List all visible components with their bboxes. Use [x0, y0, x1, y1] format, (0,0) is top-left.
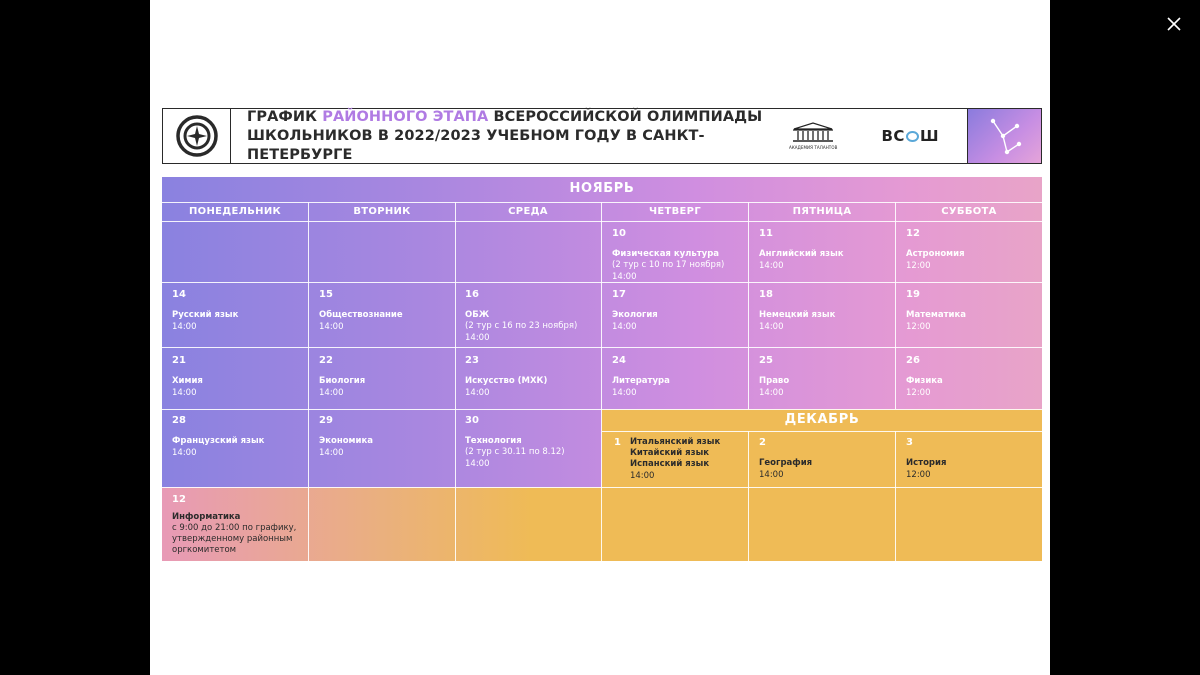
compass-logo-icon	[175, 115, 218, 157]
vsosh-logo: ВС Ш	[881, 127, 938, 145]
day-cell: 28 Французский язык 14:00	[172, 415, 265, 458]
vsosh-left: ВС	[881, 127, 905, 145]
day-cell: 15 Обществознание 14:00	[319, 289, 403, 332]
day-cell: 16 ОБЖ (2 тур с 16 по 23 ноября) 14:00	[465, 289, 578, 343]
day-cell: 25 Право 14:00	[759, 355, 790, 398]
day-cell: 19 Математика 12:00	[906, 289, 966, 332]
page-title: ГРАФИК РАЙОННОГО ЭТАПА ВСЕРОССИЙСКОЙ ОЛИ…	[231, 109, 767, 163]
close-icon	[1167, 17, 1181, 31]
weekday-monday: ПОНЕДЕЛЬНИК	[189, 206, 281, 217]
weekday-wednesday: СРЕДА	[508, 206, 548, 217]
day-cell: 12 Информатика с 9:00 до 21:00 по график…	[172, 494, 297, 555]
day-cell: 3 История 12:00	[906, 437, 947, 480]
close-button[interactable]	[1162, 12, 1186, 36]
day-cell: 30 Технология (2 тур с 30.11 по 8.12) 14…	[465, 415, 565, 469]
day-cell: 18 Немецкий язык 14:00	[759, 289, 836, 332]
day-cell: 11 Английский язык 14:00	[759, 228, 844, 271]
weekday-friday: ПЯТНИЦА	[792, 206, 852, 217]
day-cell: 2 География 14:00	[759, 437, 813, 480]
day-cell: 14 Русский язык 14:00	[172, 289, 239, 332]
constellation-icon	[990, 118, 1021, 155]
academy-building-icon	[793, 122, 834, 142]
partner-logos: АКАДЕМИЯ ТАЛАНТОВ ВС Ш	[767, 109, 967, 163]
slide: ГРАФИК РАЙОННОГО ЭТАПА ВСЕРОССИЙСКОЙ ОЛИ…	[150, 0, 1050, 675]
day-cell: 24 Литература 14:00	[612, 355, 670, 398]
academy-logo: АКАДЕМИЯ ТАЛАНТОВ	[789, 122, 837, 150]
december-title: ДЕКАБРЬ	[784, 412, 860, 427]
day-cell: 29 Экономика 14:00	[319, 415, 373, 458]
constellation-graphic	[967, 109, 1041, 163]
ring-icon	[905, 130, 919, 142]
day-cell: 17 Экология 14:00	[612, 289, 658, 332]
schedule-calendar: НОЯБРЬ ПОНЕДЕЛЬНИК ВТОРНИК СРЕДА ЧЕТВЕРГ…	[162, 177, 1042, 561]
academy-label: АКАДЕМИЯ ТАЛАНТОВ	[789, 145, 838, 150]
vsosh-right: Ш	[919, 127, 939, 145]
header-banner: ГРАФИК РАЙОННОГО ЭТАПА ВСЕРОССИЙСКОЙ ОЛИ…	[162, 108, 1042, 164]
day-cell: 26 Физика 12:00	[906, 355, 943, 398]
title-line2: ШКОЛЬНИКОВ В 2022/2023 УЧЕБНОМ ГОДУ В СА…	[247, 127, 705, 163]
title-line1-a: ГРАФИК	[247, 108, 323, 125]
day-cell: 1 Итальянский язык Китайский язык Испанс…	[614, 437, 721, 481]
day-cell: 12 Астрономия 12:00	[906, 228, 965, 271]
day-cell: 21 Химия 14:00	[172, 355, 203, 398]
weekday-saturday: СУББОТА	[941, 206, 997, 217]
weekday-thursday: ЧЕТВЕРГ	[649, 206, 701, 217]
day-cell: 22 Биология 14:00	[319, 355, 366, 398]
olympiad-logo	[163, 109, 231, 163]
november-title: НОЯБРЬ	[569, 181, 635, 196]
weekday-tuesday: ВТОРНИК	[353, 206, 411, 217]
day-cell: 10 Физическая культура (2 тур с 10 по 17…	[612, 228, 725, 282]
day-cell: 23 Искусство (МХК) 14:00	[465, 355, 548, 398]
title-line1-b: ВСЕРОССИЙСКОЙ ОЛИМПИАДЫ	[488, 108, 763, 125]
title-highlight: РАЙОННОГО ЭТАПА	[322, 108, 489, 125]
